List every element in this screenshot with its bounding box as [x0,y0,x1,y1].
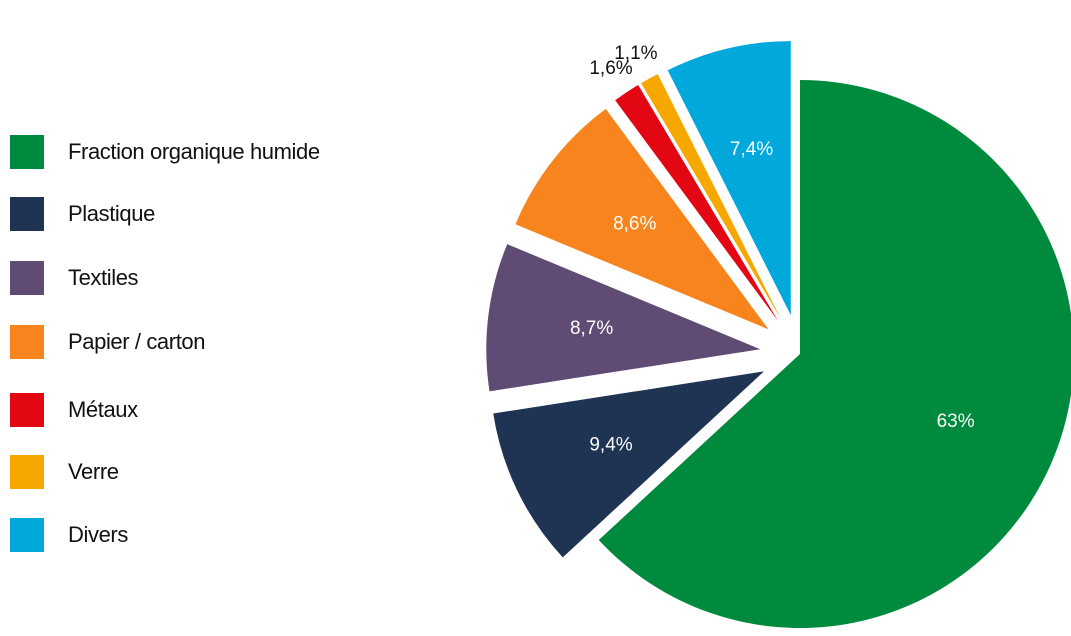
slice-value-label-0: 63% [937,411,975,432]
legend-item-verre: Verre [10,454,119,490]
legend-item-papier-carton: Papier / carton [10,324,205,360]
pie-slice-4 [615,84,778,321]
pie-slice-5 [641,74,781,319]
pie-slice-3 [515,108,769,330]
legend-swatch [10,518,44,552]
slice-value-label-1: 9,4% [589,434,632,455]
legend-label: Papier / carton [68,329,206,354]
legend-label: Plastique [68,201,155,226]
legend-swatch [10,197,44,231]
pie-slice-0 [598,80,1071,628]
legend-item-textiles: Textiles [10,260,139,296]
legend-label: Divers [68,522,128,547]
legend-item-divers: Divers [10,517,128,553]
pie-slice-6 [667,41,791,316]
legend-item-fraction-organique: Fraction organique humide [10,134,320,170]
legend-swatch [10,261,44,295]
legend-swatch [10,325,44,359]
legend-swatch [10,455,44,489]
legend-label: Fraction organique humide [68,139,320,164]
pie-slice-2 [486,244,761,392]
legend-swatch [10,135,44,169]
legend-label: Verre [68,459,119,484]
slice-value-label-3: 8,6% [613,214,656,235]
legend-item-plastique: Plastique [10,196,155,232]
legend-item-metaux: Métaux [10,392,138,428]
slice-value-label-2: 8,7% [570,318,613,339]
slice-value-label-6: 7,4% [730,139,773,160]
legend-label: Textiles [68,265,139,290]
pie-slice-1 [493,371,764,558]
legend-label: Métaux [68,397,138,422]
slice-value-label-4: 1,6% [589,58,632,79]
legend-swatch [10,393,44,427]
slice-value-label-5: 1,1% [614,43,657,64]
